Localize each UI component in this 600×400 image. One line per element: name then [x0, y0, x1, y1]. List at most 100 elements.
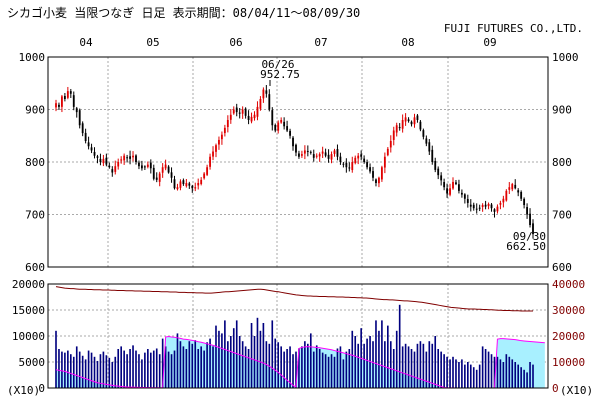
chart-title: シカゴ小麦 当限つなぎ 日足 表示期間：08/04/11～08/09/30 — [7, 5, 360, 20]
candle-down — [63, 95, 66, 99]
candle-up — [212, 151, 214, 157]
candle-up — [496, 206, 499, 212]
volume-bar — [511, 359, 514, 388]
candle-down — [138, 162, 140, 167]
candle-up — [277, 122, 280, 131]
volume-bar — [229, 336, 232, 388]
volume-bar — [493, 356, 496, 388]
volume-bar — [170, 354, 173, 388]
volume-bar — [472, 367, 475, 388]
volume-bar — [206, 342, 208, 388]
price-frame — [47, 56, 549, 268]
price-y-ticks-right: 600 700 800 900 1000 — [552, 51, 579, 274]
candle-down — [93, 151, 96, 156]
candle-up — [380, 167, 383, 180]
candle-up — [351, 162, 354, 171]
volume-bar — [363, 343, 365, 388]
volume-bar — [475, 369, 478, 388]
volume-bar — [440, 351, 442, 388]
volume-tick-label-right: 20000 — [552, 330, 585, 343]
candle-down — [469, 204, 472, 207]
candle-up — [232, 109, 235, 114]
volume-bar — [339, 346, 342, 388]
volume-bar — [523, 369, 525, 388]
volume-bar — [221, 333, 223, 388]
volume-bar — [499, 359, 502, 388]
candle-up — [197, 183, 200, 186]
volume-bar — [381, 320, 383, 388]
candle-down — [434, 160, 437, 170]
candle-down — [425, 138, 428, 144]
volume-tick-label-left: 10000 — [12, 330, 45, 343]
candle-down — [274, 124, 277, 131]
volume-bar — [253, 336, 256, 388]
candle-down — [437, 168, 440, 176]
volume-bar — [428, 341, 431, 388]
candle-down — [167, 166, 170, 173]
candle-up — [404, 117, 407, 122]
candle-down — [446, 188, 448, 194]
volume-bar — [161, 338, 164, 388]
price-y-ticks-left: 600 700 800 900 1000 — [19, 51, 46, 274]
volume-bar — [384, 341, 386, 388]
candle-up — [357, 155, 360, 159]
volume-tick-label-right: 40000 — [552, 278, 585, 291]
candle-down — [363, 158, 366, 162]
candle-down — [431, 149, 434, 162]
candle-up — [505, 190, 508, 201]
candle-up — [120, 159, 123, 161]
volume-bar — [458, 362, 460, 388]
volume-bar — [532, 364, 534, 388]
candle-down — [105, 157, 108, 165]
volume-bar — [321, 352, 324, 388]
candle-down — [87, 142, 90, 147]
volume-bar — [449, 359, 451, 388]
candle-down — [342, 163, 345, 165]
volume-bar — [149, 352, 152, 388]
volume-bar — [280, 346, 282, 388]
price-tick-label-right: 900 — [552, 104, 572, 117]
volume-tick-label-left: 20000 — [12, 278, 45, 291]
volume-bar — [72, 356, 75, 388]
volume-bar — [398, 304, 401, 388]
candle-up — [161, 167, 164, 173]
candle-up — [203, 173, 206, 179]
candle-up — [209, 156, 211, 167]
month-label: 06 — [229, 36, 242, 49]
volume-y-ticks-right: 0 10000 20000 30000 40000 — [552, 278, 585, 395]
price-tick-label-right: 600 — [552, 261, 572, 274]
volume-bar — [437, 349, 440, 388]
candle-down — [143, 166, 146, 168]
price-tick-label-left: 700 — [25, 209, 45, 222]
volume-bar — [227, 341, 229, 388]
volume-bar — [99, 354, 102, 388]
volume-bar — [366, 338, 368, 388]
candle-down — [419, 121, 422, 130]
volume-bar — [224, 320, 226, 388]
candle-up — [223, 127, 226, 134]
candle-down — [484, 204, 487, 207]
volume-bar — [372, 341, 374, 388]
volume-bar — [262, 323, 265, 388]
volume-tick-label-left: 5000 — [19, 356, 46, 369]
volume-tick-label-left: 0 — [38, 382, 45, 395]
volume-bar — [467, 362, 469, 388]
candle-up — [378, 177, 380, 184]
candle-down — [366, 162, 369, 168]
candle-up — [449, 188, 451, 195]
volume-bar — [452, 356, 454, 388]
candle-up — [330, 154, 333, 160]
candle-down — [75, 108, 78, 113]
volume-bar — [120, 346, 122, 388]
candle-up — [413, 117, 416, 125]
candle-up — [452, 181, 454, 189]
volume-bar — [351, 330, 354, 388]
volume-panel: 0 5000 10000 15000 20000 0 10000 20000 30000 400… — [7, 278, 593, 397]
candle-down — [152, 167, 155, 179]
candle-down — [292, 137, 294, 147]
volume-bar — [147, 349, 149, 388]
volume-tick-label-right: 10000 — [552, 356, 585, 369]
candle-up — [250, 116, 253, 122]
month-label: 08 — [401, 36, 414, 49]
total-interest-line — [55, 286, 533, 312]
